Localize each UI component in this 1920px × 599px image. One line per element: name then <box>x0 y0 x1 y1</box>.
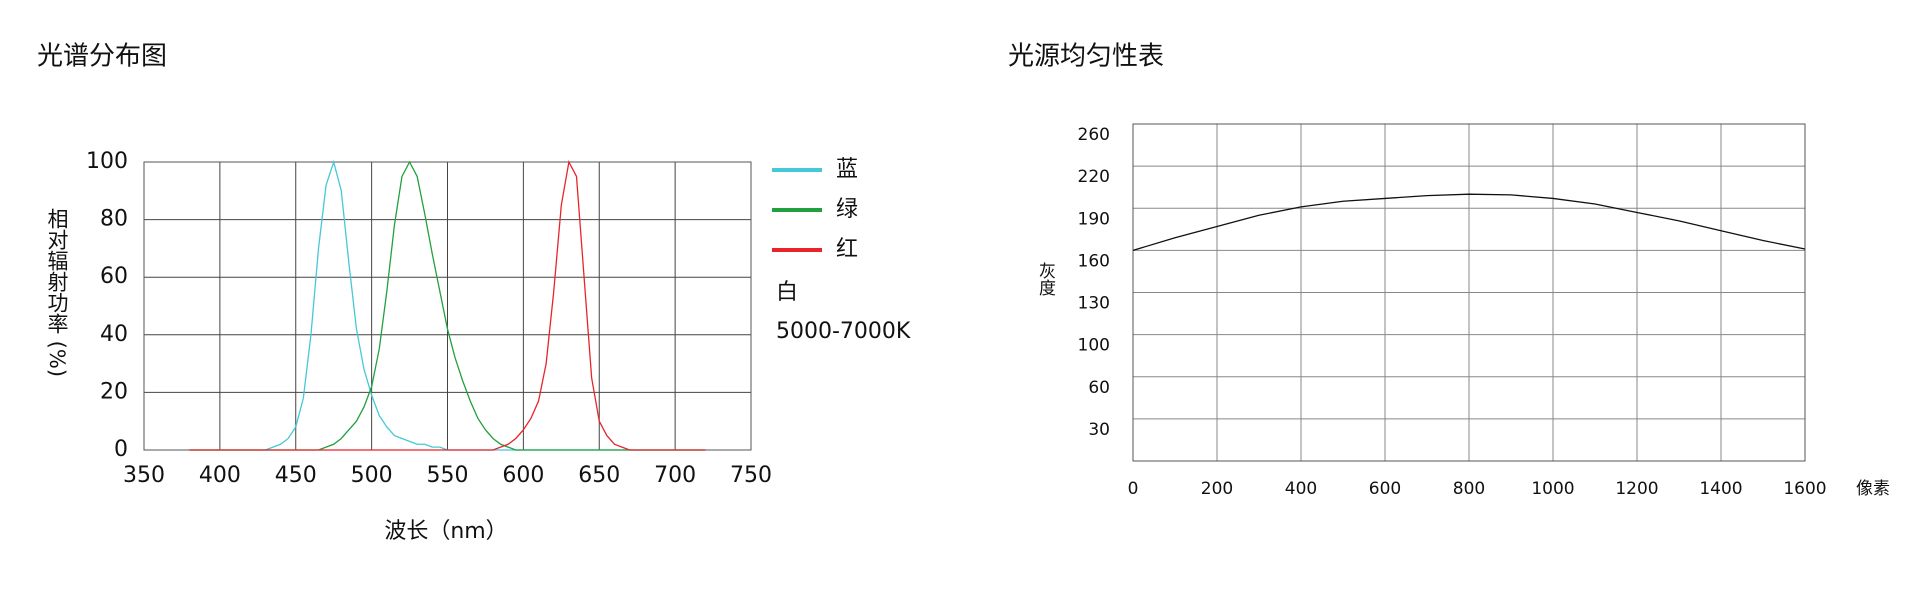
x-tick-label: 700 <box>654 463 696 488</box>
x-tick-label: 400 <box>1285 479 1317 499</box>
x-tick-label: 600 <box>502 463 544 488</box>
x-tick-label: 400 <box>199 463 241 488</box>
y-tick-label: 160 <box>1078 251 1110 271</box>
legend-label: 绿 <box>836 197 858 222</box>
y-tick-label: 40 <box>100 322 128 347</box>
annotation: 5000-7000K <box>776 319 911 344</box>
y-tick-label: 0 <box>114 437 128 462</box>
x-tick-label: 1400 <box>1699 479 1742 499</box>
y-axis-label: 相对辐射功率 (%) <box>45 208 69 377</box>
x-tick-label: 1200 <box>1615 479 1658 499</box>
y-tick-label: 30 <box>1088 420 1110 440</box>
legend-label: 蓝 <box>836 157 858 182</box>
x-axis-label: 像素 <box>1856 479 1890 499</box>
series-line <box>189 160 706 451</box>
annotation: 白 <box>776 280 798 305</box>
plot-frame <box>1132 123 1806 462</box>
x-axis-label: 波长（nm） <box>384 519 507 544</box>
x-tick-label: 650 <box>578 463 620 488</box>
y-tick-label: 190 <box>1078 209 1110 229</box>
y-tick-label: 100 <box>1078 336 1110 356</box>
y-tick-label: 100 <box>86 149 128 174</box>
y-tick-label: 220 <box>1078 167 1110 187</box>
y-tick-label: 60 <box>100 264 128 289</box>
x-tick-label: 1600 <box>1783 479 1826 499</box>
x-tick-label: 500 <box>351 463 393 488</box>
y-tick-label: 60 <box>1088 378 1110 398</box>
x-tick-label: 200 <box>1201 479 1233 499</box>
chart-title: 光源均匀性表 <box>1008 42 1164 72</box>
chart-title: 光谱分布图 <box>37 42 167 72</box>
x-tick-label: 800 <box>1453 479 1485 499</box>
legend-label: 红 <box>836 237 858 262</box>
x-tick-label: 350 <box>123 463 165 488</box>
y-tick-label: 130 <box>1078 294 1110 314</box>
y-tick-label: 80 <box>100 207 128 232</box>
y-tick-label: 260 <box>1078 125 1110 145</box>
x-tick-label: 600 <box>1369 479 1401 499</box>
x-tick-label: 750 <box>730 463 772 488</box>
x-tick-label: 450 <box>275 463 317 488</box>
x-tick-label: 550 <box>427 463 469 488</box>
x-tick-label: 0 <box>1128 479 1139 499</box>
y-axis-label: 灰度 <box>1035 262 1056 296</box>
series-line <box>1132 193 1806 252</box>
x-tick-label: 1000 <box>1531 479 1574 499</box>
y-tick-label: 20 <box>100 379 128 404</box>
